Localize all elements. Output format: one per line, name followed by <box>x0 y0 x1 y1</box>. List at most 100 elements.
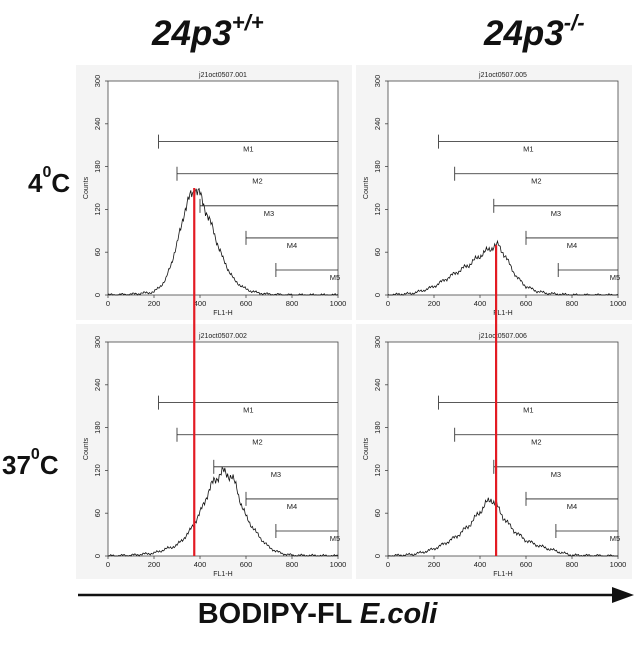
y-axis-title-4: Counts <box>363 437 370 460</box>
row-title-37c: 370C <box>2 446 59 481</box>
x-direction-arrow-head <box>612 587 634 603</box>
y-tick-label: 240 <box>93 379 102 392</box>
marker-label-m5: M5 <box>330 534 340 543</box>
x-tick-label: 0 <box>386 560 390 569</box>
plot-frame-4 <box>387 341 619 557</box>
x-axis-label-organism: E.coli <box>359 598 438 630</box>
row-title-37c-unit: C <box>39 450 59 480</box>
x-tick-label: 200 <box>428 299 441 308</box>
x-tick-label: 1000 <box>330 299 347 308</box>
y-tick-label: 240 <box>373 118 382 131</box>
plot-frame-1 <box>107 80 339 296</box>
y-tick-label: 180 <box>373 160 382 173</box>
x-tick-label: 200 <box>148 560 161 569</box>
plot-title-1: j21oct0507.001 <box>198 72 247 79</box>
marker-label-m1: M1 <box>523 145 533 154</box>
x-tick-label: 0 <box>106 560 110 569</box>
x-tick-label: 400 <box>474 299 487 308</box>
row-title-37c-degree: 0 <box>30 446 40 463</box>
x-tick-label: 1000 <box>330 560 347 569</box>
marker-label-m1: M1 <box>243 406 253 415</box>
marker-label-m4: M4 <box>567 502 577 511</box>
row-title-4c: 40C <box>28 164 71 199</box>
plot-title-3: j21oct0507.002 <box>198 333 247 340</box>
y-tick-label: 300 <box>373 336 382 349</box>
x-tick-label: 400 <box>474 560 487 569</box>
x-tick-label: 1000 <box>610 299 627 308</box>
y-tick-label: 0 <box>373 293 382 297</box>
y-axis-title-3: Counts <box>83 437 90 460</box>
marker-label-m3: M3 <box>551 470 561 479</box>
plot-frame-2 <box>387 80 619 296</box>
x-axis-title-1: FL1-H <box>213 310 232 317</box>
plot-title-4: j21oct0507.006 <box>478 333 527 340</box>
x-axis-label: BODIPY-FL E.coli <box>0 598 635 631</box>
marker-label-m2: M2 <box>531 438 541 447</box>
x-axis-label-text: BODIPY-FL <box>197 598 360 630</box>
y-tick-label: 0 <box>93 554 102 558</box>
marker-label-m1: M1 <box>523 406 533 415</box>
y-tick-label: 60 <box>373 509 382 517</box>
row-title-4c-degree: 0 <box>42 164 52 181</box>
x-tick-label: 200 <box>428 560 441 569</box>
y-tick-label: 120 <box>93 203 102 216</box>
column-title-wildtype: 24p3+/+ <box>152 10 264 54</box>
x-tick-label: 600 <box>240 299 253 308</box>
x-tick-label: 0 <box>106 299 110 308</box>
y-tick-label: 0 <box>373 554 382 558</box>
marker-label-m1: M1 <box>243 145 253 154</box>
x-tick-label: 0 <box>386 299 390 308</box>
x-axis-title-4: FL1-H <box>493 571 512 578</box>
marker-label-m5: M5 <box>610 534 620 543</box>
marker-label-m2: M2 <box>252 438 262 447</box>
x-axis-title-3: FL1-H <box>213 571 232 578</box>
y-tick-label: 240 <box>93 118 102 131</box>
histogram-trace-1 <box>107 187 339 296</box>
column-title-wildtype-text: 24p3 <box>152 14 232 53</box>
plot-title-2: j21oct0507.005 <box>478 72 527 79</box>
column-title-wildtype-genotype: +/+ <box>231 10 264 35</box>
column-title-knockout-genotype: -/- <box>563 10 585 35</box>
marker-label-m4: M4 <box>567 241 577 250</box>
y-tick-label: 120 <box>373 203 382 216</box>
x-tick-label: 600 <box>520 560 533 569</box>
x-tick-label: 800 <box>566 299 579 308</box>
y-tick-label: 120 <box>93 464 102 477</box>
y-tick-label: 120 <box>373 464 382 477</box>
marker-label-m2: M2 <box>252 177 262 186</box>
x-tick-label: 400 <box>194 299 207 308</box>
histogram-trace-3 <box>107 466 339 557</box>
x-tick-label: 200 <box>148 299 161 308</box>
x-tick-label: 600 <box>520 299 533 308</box>
marker-label-m4: M4 <box>287 502 297 511</box>
y-tick-label: 60 <box>93 248 102 256</box>
x-axis-title-2: FL1-H <box>493 310 512 317</box>
column-title-knockout: 24p3-/- <box>484 10 585 54</box>
marker-label-m4: M4 <box>287 241 297 250</box>
y-tick-label: 60 <box>93 509 102 517</box>
x-tick-label: 1000 <box>610 560 627 569</box>
plot-frame-3 <box>107 341 339 557</box>
y-tick-label: 240 <box>373 379 382 392</box>
row-title-4c-value: 4 <box>28 168 43 198</box>
y-tick-label: 180 <box>93 160 102 173</box>
marker-label-m5: M5 <box>330 273 340 282</box>
row-title-4c-unit: C <box>51 168 71 198</box>
column-title-knockout-text: 24p3 <box>484 14 564 53</box>
x-tick-label: 600 <box>240 560 253 569</box>
y-tick-label: 0 <box>93 293 102 297</box>
x-tick-label: 800 <box>286 560 299 569</box>
marker-label-m3: M3 <box>551 209 561 218</box>
marker-label-m3: M3 <box>264 209 274 218</box>
histogram-trace-4 <box>387 497 618 557</box>
y-tick-label: 300 <box>373 75 382 88</box>
y-axis-title-1: Counts <box>83 176 90 199</box>
histogram-trace-2 <box>387 239 619 296</box>
x-tick-label: 400 <box>194 560 207 569</box>
marker-label-m5: M5 <box>610 273 620 282</box>
x-tick-label: 800 <box>566 560 579 569</box>
y-axis-title-2: Counts <box>363 176 370 199</box>
y-tick-label: 300 <box>93 75 102 88</box>
row-title-37c-value: 37 <box>2 450 31 480</box>
